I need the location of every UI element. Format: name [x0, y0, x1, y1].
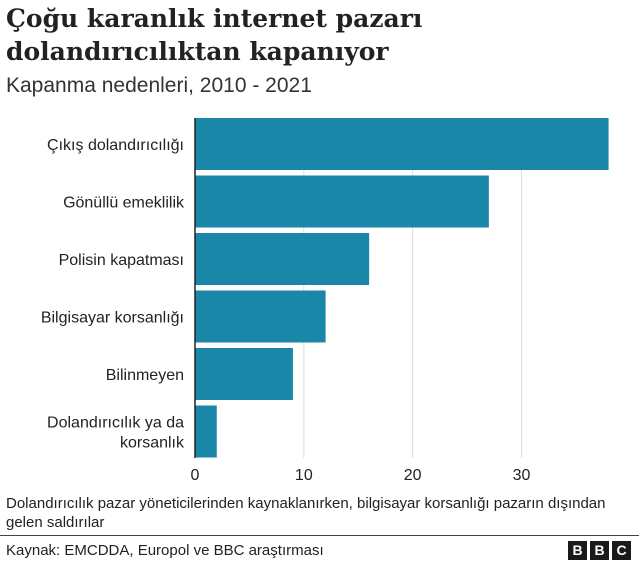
chart-note: Dolandırıcılık pazar yöneticilerinden ka… — [6, 495, 606, 531]
x-tick-label: 30 — [513, 467, 531, 484]
x-tick-label: 10 — [295, 467, 313, 484]
bar — [195, 405, 217, 458]
logo-letter: C — [612, 541, 631, 560]
logo-letter: B — [590, 541, 609, 560]
category-label: Gönüllü emeklilik — [63, 195, 185, 212]
category-label: Bilgisayar korsanlığı — [41, 310, 184, 327]
bar — [195, 348, 293, 400]
bar — [195, 233, 370, 285]
category-label: Çıkış dolandırıcılığı — [47, 137, 184, 154]
category-label: Bilinmeyen — [106, 367, 184, 384]
bar — [195, 118, 609, 170]
bbc-logo: B B C — [568, 541, 631, 560]
x-tick-label: 20 — [404, 467, 422, 484]
chart-title: Çoğu karanlık internet pazarı dolandırıc… — [6, 4, 423, 66]
logo-letter: B — [568, 541, 587, 560]
category-label: Polisin kapatması — [59, 252, 184, 269]
footer-divider — [0, 535, 639, 536]
x-tick-label: 0 — [191, 467, 200, 484]
bar — [195, 175, 489, 228]
source-text: Kaynak: EMCDDA, Europol ve BBC araştırma… — [6, 542, 324, 559]
bar-chart: Çıkış dolandırıcılığı Gönüllü emeklilik Po… — [41, 118, 609, 484]
bar — [195, 290, 326, 343]
chart-subtitle: Kapanma nedenleri, 2010 - 2021 — [6, 74, 312, 97]
category-label: Dolandırıcılık ya da korsanlık — [47, 415, 185, 452]
